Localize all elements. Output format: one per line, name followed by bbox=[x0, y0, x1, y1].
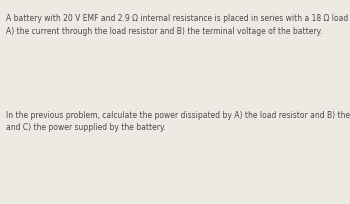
Text: A battery with 20 V EMF and 2.9 Ω internal resistance is placed in series with a: A battery with 20 V EMF and 2.9 Ω intern… bbox=[6, 14, 350, 36]
Text: In the previous problem, calculate the power dissipated by A) the load resistor : In the previous problem, calculate the p… bbox=[6, 110, 350, 132]
